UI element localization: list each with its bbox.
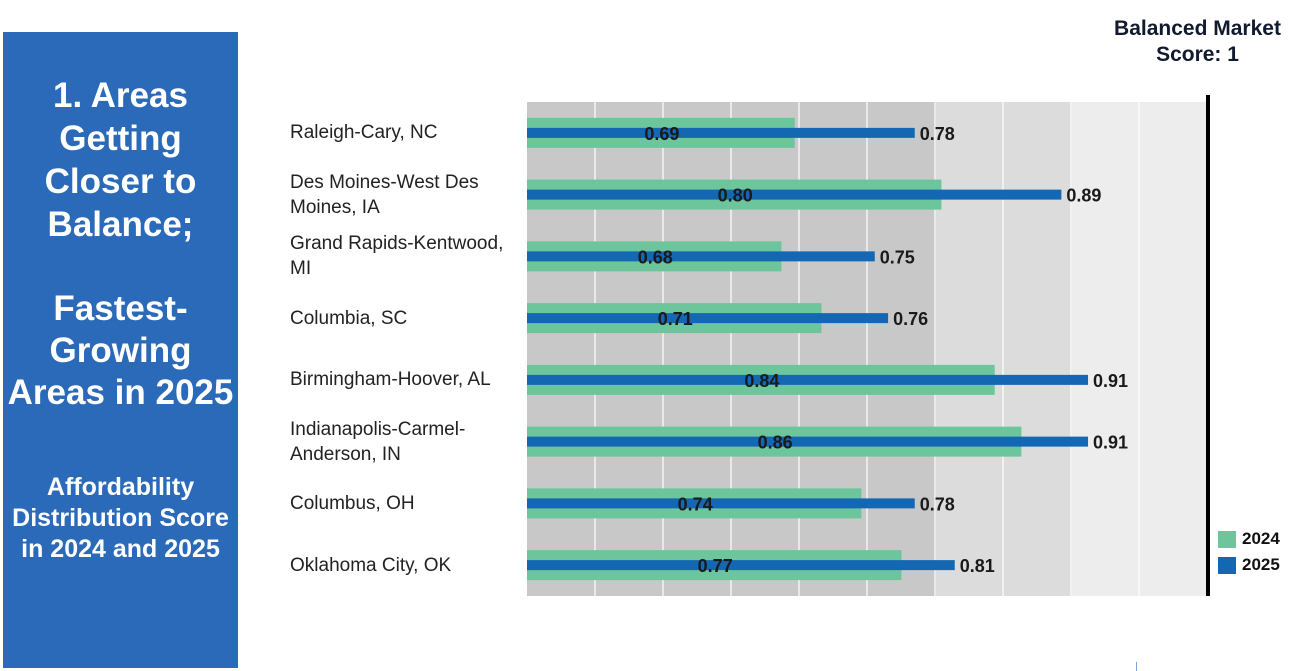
panel-subheading-affordability: Affordability Distribution Score in 2024… (12, 473, 229, 563)
value-label-2025: 0.78 (920, 124, 955, 144)
category-label: Grand Rapids-Kentwood, MI (290, 233, 504, 280)
legend-item-2024: 2024 (1218, 526, 1280, 552)
category-label: Columbia, SC (290, 307, 408, 329)
legend-label-2024: 2024 (1242, 529, 1280, 548)
legend-item-2025: 2025 (1218, 552, 1280, 578)
plot-band-light (1072, 102, 1208, 596)
value-label-2024: 0.68 (638, 247, 673, 267)
value-label-2025: 0.89 (1066, 186, 1101, 206)
category-label: Des Moines-West Des Moines, IA (290, 171, 479, 218)
bar-2025 (527, 498, 915, 509)
value-label-2024: 0.86 (758, 433, 793, 453)
bar-2025 (527, 127, 915, 138)
value-label-2024: 0.71 (658, 309, 693, 329)
value-label-2024: 0.69 (644, 124, 679, 144)
chart-legend: 2024 2025 (1218, 526, 1280, 578)
category-label: Columbus, OH (290, 492, 415, 514)
panel-heading-fastest-growing: Fastest-Growing Areas in 2025 (7, 289, 234, 412)
value-label-2024: 0.74 (678, 494, 713, 514)
category-label: Birmingham-Hoover, AL (290, 369, 491, 391)
title-panel: 1. Areas Getting Closer to Balance; Fast… (3, 32, 238, 668)
value-label-2025: 0.91 (1093, 371, 1128, 391)
category-label: Raleigh-Cary, NC (290, 122, 438, 144)
value-label-2025: 0.81 (960, 556, 995, 576)
legend-swatch-2025 (1218, 556, 1236, 574)
balanced-market-label: Balanced Market Score: 1 (1114, 17, 1281, 66)
value-label-2024: 0.77 (698, 556, 733, 576)
plot-band-mid (936, 102, 1072, 596)
value-label-2024: 0.80 (718, 186, 753, 206)
category-label: Indianapolis-Carmel-Anderson, IN (290, 418, 466, 465)
legend-label-2025: 2025 (1242, 555, 1280, 574)
bar-2025 (527, 313, 889, 324)
divider-mark (1136, 662, 1137, 671)
bar-2025 (527, 251, 875, 262)
value-label-2025: 0.76 (893, 309, 928, 329)
bar-2025 (527, 436, 1089, 447)
category-label: Oklahoma City, OK (290, 554, 452, 576)
bar-2025 (527, 560, 955, 571)
bar-2025 (527, 189, 1062, 200)
panel-heading-areas-closer: 1. Areas Getting Closer to Balance; (44, 76, 197, 244)
legend-swatch-2024 (1218, 530, 1236, 548)
value-label-2025: 0.91 (1093, 433, 1128, 453)
value-label-2024: 0.84 (744, 371, 779, 391)
value-label-2025: 0.75 (880, 247, 915, 267)
value-label-2025: 0.78 (920, 494, 955, 514)
bar-2025 (527, 374, 1089, 385)
